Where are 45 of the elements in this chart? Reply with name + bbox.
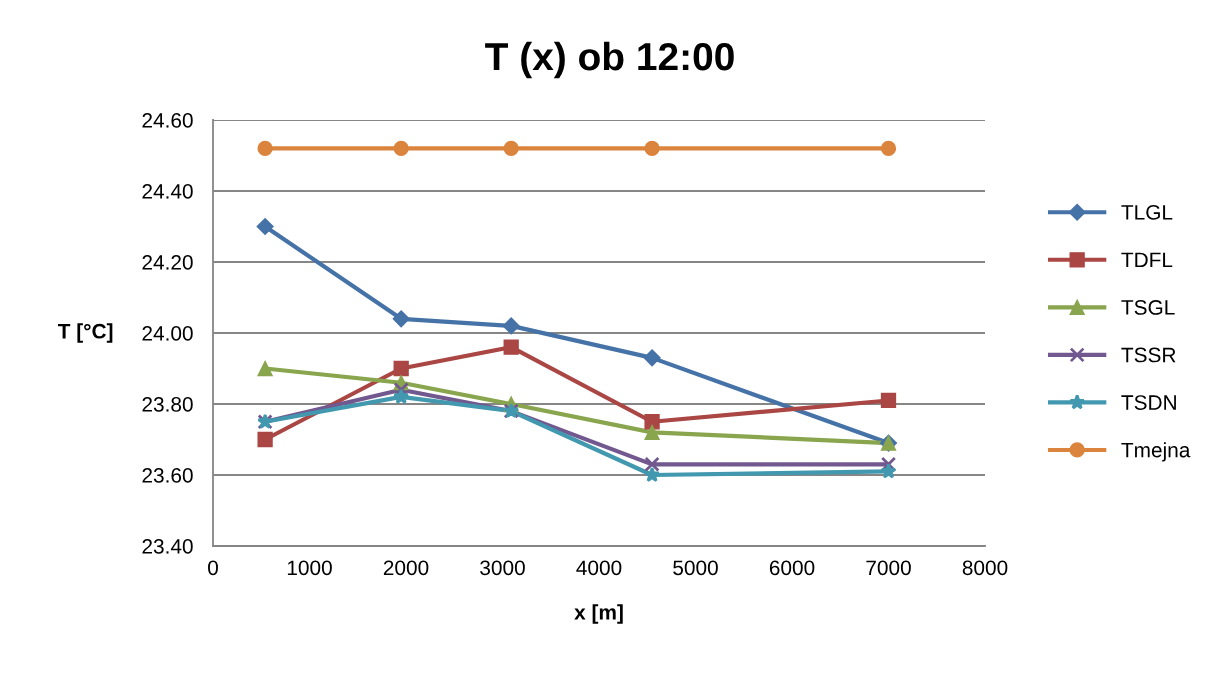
x-tick-label: 1000: [287, 560, 332, 576]
point: [257, 431, 273, 448]
y-tick-label: 23.60: [142, 468, 193, 483]
legend-label: Tmejna: [1121, 442, 1191, 462]
x-tick-label: 3000: [480, 560, 525, 576]
point: [257, 360, 273, 377]
point: [644, 456, 660, 472]
x-tick-label: 4000: [576, 560, 622, 576]
legend-label: TLGL: [1121, 204, 1173, 220]
legend-label: TSSR: [1121, 347, 1176, 363]
point: [393, 388, 410, 404]
legend-label: TSDN: [1121, 395, 1176, 410]
y-tick-label: 24.00: [142, 326, 193, 341]
point: [503, 140, 519, 157]
point: [644, 414, 660, 430]
x-tick-label: 8000: [962, 560, 1008, 576]
point: [880, 463, 897, 479]
y-tick-label: 24.40: [142, 184, 193, 199]
x-tick-label: 2000: [383, 560, 429, 576]
y-tick-label: 24.60: [142, 113, 193, 128]
y-tick-label: 23.40: [142, 539, 193, 554]
x-axis-title: x [m]: [574, 604, 623, 624]
x-tick-label: 6000: [769, 560, 815, 576]
legend-label: TDFL: [1121, 252, 1173, 268]
point: [256, 217, 274, 236]
point: [644, 466, 661, 483]
point: [644, 140, 660, 157]
point: [393, 360, 409, 377]
x-tick-label: 5000: [673, 560, 718, 576]
x-tick-label: 7000: [866, 560, 911, 576]
y-tick-label: 24.20: [142, 255, 193, 270]
point: [392, 310, 410, 328]
point: [502, 317, 520, 335]
y-axis-title: T [°C]: [57, 323, 113, 343]
point: [393, 140, 409, 157]
chart-title: T (x) ob 12:00: [485, 41, 734, 79]
point: [503, 339, 519, 355]
x-tick-label: 0: [208, 560, 218, 576]
legend-label: TSGL: [1121, 300, 1175, 315]
point: [643, 349, 661, 367]
point: [644, 424, 660, 441]
point: [257, 140, 273, 157]
point: [880, 392, 897, 409]
y-tick-label: 23.80: [142, 397, 193, 412]
point: [880, 140, 897, 157]
